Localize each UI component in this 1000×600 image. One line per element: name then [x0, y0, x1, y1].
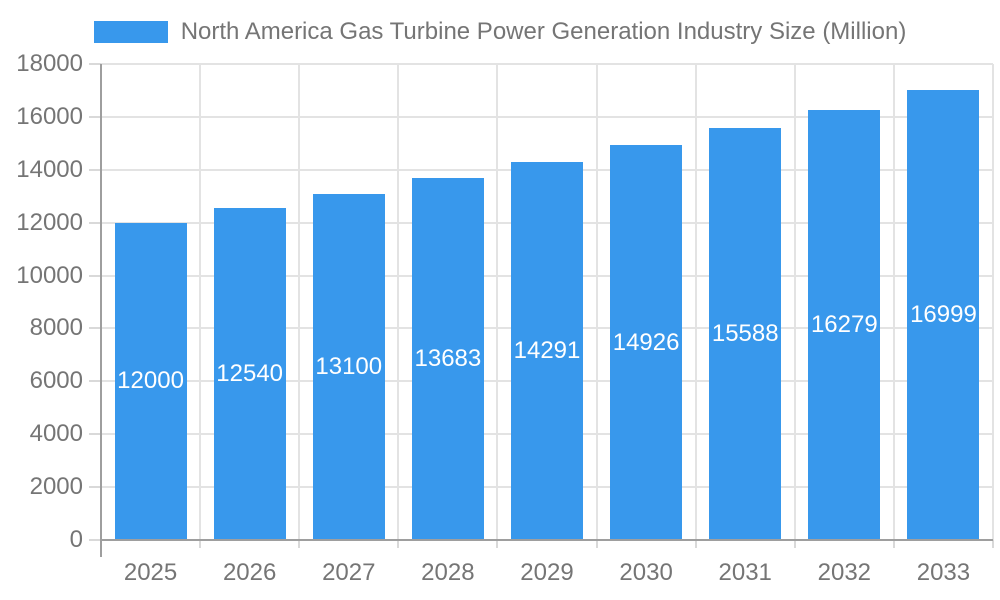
- x-axis-tick: [892, 540, 895, 548]
- legend-label: North America Gas Turbine Power Generati…: [180, 18, 907, 45]
- bar-2026: [213, 208, 286, 540]
- y-axis-tick: [89, 539, 101, 541]
- bar-2032: [808, 109, 881, 540]
- y-axis-tick: [89, 486, 101, 489]
- gridline-vertical: [992, 64, 994, 540]
- x-axis-tick: [496, 540, 499, 548]
- y-axis-tick-label: 2000: [29, 473, 83, 501]
- x-axis-tick-label: 2030: [619, 559, 673, 586]
- x-axis-tick: [595, 540, 598, 548]
- x-axis-tick: [199, 540, 202, 548]
- gridline-vertical: [199, 64, 202, 540]
- y-axis-tick: [89, 274, 101, 277]
- x-axis-line: [101, 539, 993, 541]
- x-axis-tick: [298, 540, 301, 548]
- y-axis-tick: [89, 115, 101, 118]
- gridline-vertical: [496, 64, 499, 540]
- y-axis-tick-label: 6000: [29, 367, 83, 395]
- x-axis-tick-label: 2029: [520, 559, 574, 586]
- y-axis-tick: [89, 327, 101, 330]
- y-axis-tick: [89, 168, 101, 171]
- bar-value-label: 13683: [414, 345, 482, 373]
- y-axis-tick: [89, 380, 101, 383]
- y-axis-tick-label: 0: [69, 526, 83, 553]
- y-axis-tick: [89, 433, 101, 436]
- bar-value-label: 14926: [612, 328, 680, 356]
- y-axis-tick-label: 10000: [16, 261, 83, 289]
- y-axis-line: [100, 64, 102, 557]
- bar-2033: [907, 90, 980, 540]
- gridline-vertical: [892, 64, 895, 540]
- x-axis-tick-label: 2025: [123, 559, 178, 586]
- gridline-horizontal: [101, 115, 993, 118]
- gridline-vertical: [595, 64, 598, 540]
- y-axis-tick-label: 16000: [16, 102, 83, 130]
- y-axis-tick-label: 12000: [16, 208, 83, 236]
- x-axis-tick-label: 2026: [222, 559, 277, 586]
- chart-legend[interactable]: North America Gas Turbine Power Generati…: [0, 17, 1000, 47]
- x-axis-tick-label: 2028: [421, 559, 475, 586]
- gridline-horizontal: [101, 63, 993, 65]
- y-axis-tick-label: 8000: [29, 314, 83, 342]
- bar-value-label: 16279: [810, 310, 878, 338]
- x-axis-tick: [397, 540, 400, 548]
- x-axis-tick: [694, 540, 697, 548]
- x-axis-tick-label: 2027: [322, 559, 376, 586]
- gridline-vertical: [298, 64, 301, 540]
- x-axis-tick-label: 2033: [916, 559, 971, 586]
- bar-value-label: 13100: [315, 352, 383, 380]
- gridline-vertical: [397, 64, 400, 540]
- bar-2025: [114, 222, 187, 540]
- x-axis-tick-label: 2031: [718, 559, 772, 586]
- gridline-vertical: [793, 64, 796, 540]
- bar-2028: [411, 178, 484, 540]
- y-axis-tick: [89, 63, 101, 65]
- legend-swatch: [93, 21, 168, 43]
- bar-value-label: 16999: [910, 301, 977, 329]
- x-axis-tick: [992, 540, 994, 548]
- x-axis-tick-label: 2032: [817, 559, 872, 586]
- x-axis-tick: [793, 540, 796, 548]
- bar-value-label: 14291: [513, 337, 581, 365]
- bar-value-label: 12540: [216, 360, 284, 388]
- bar-2031: [709, 127, 782, 540]
- plot-area: 0 2000 4000 6000 8000 10000 12000 14000 16000 180…: [16, 50, 994, 586]
- y-axis-tick: [89, 221, 101, 224]
- bar-value-label: 12000: [117, 367, 184, 395]
- y-axis-tick-label: 18000: [16, 50, 83, 77]
- y-axis-tick-label: 14000: [16, 155, 83, 183]
- bar-2027: [312, 193, 385, 540]
- gridline-vertical: [694, 64, 697, 540]
- bar-2030: [610, 145, 683, 540]
- bar-2029: [511, 162, 583, 540]
- bar-value-label: 15588: [711, 319, 779, 347]
- y-axis-tick-label: 4000: [29, 420, 83, 448]
